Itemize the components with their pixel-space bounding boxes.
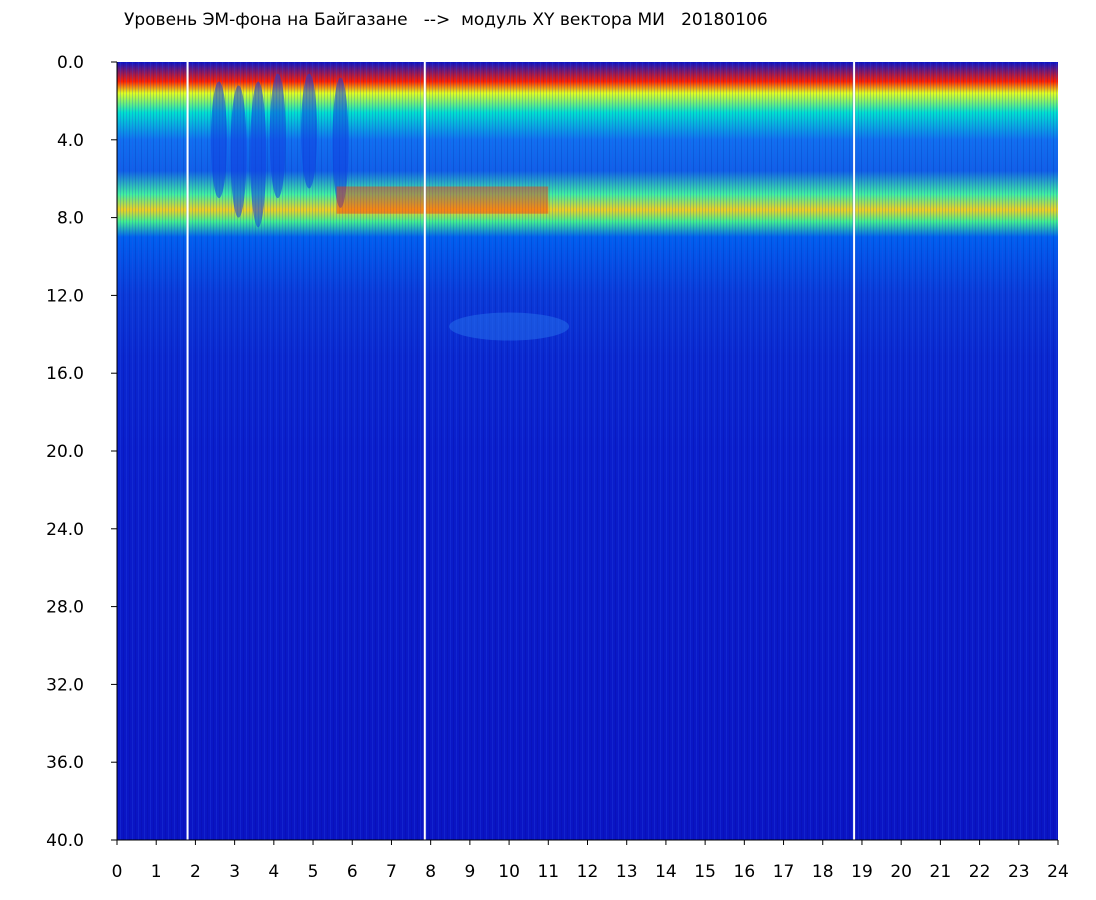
- diffuse-patch: [449, 312, 570, 341]
- data-gaps: [186, 62, 856, 840]
- y-tick-label: 8.0: [57, 209, 84, 229]
- x-tick-label: 0: [112, 862, 123, 882]
- x-tick-label: 19: [851, 862, 873, 882]
- y-tick-label: 12.0: [46, 286, 84, 306]
- x-tick-label: 22: [969, 862, 991, 882]
- high-intensity-region: [336, 186, 549, 214]
- x-tick-label: 2: [190, 862, 201, 882]
- chart-title: Уровень ЭМ-фона на Байгазане --> модуль …: [124, 10, 768, 30]
- x-tick-label: 3: [229, 862, 240, 882]
- x-tick-label: 4: [268, 862, 279, 882]
- x-tick-label: 16: [734, 862, 756, 882]
- y-axis: 0.0 4.0 8.0 12.0 16.0 20.0 24.0 28.0 32.0 36.0 40.…: [46, 53, 117, 851]
- burst-mark: [332, 77, 349, 208]
- x-tick-label: 11: [537, 862, 559, 882]
- burst-mark: [230, 85, 247, 218]
- x-tick-label: 8: [425, 862, 436, 882]
- x-tick-label: 13: [616, 862, 638, 882]
- burst-mark: [210, 81, 227, 199]
- x-tick-label: 9: [464, 862, 475, 882]
- y-tick-label: 28.0: [46, 598, 84, 618]
- y-tick-label: 36.0: [46, 753, 84, 773]
- x-tick-label: 14: [655, 862, 677, 882]
- y-tick-label: 40.0: [46, 831, 84, 851]
- y-tick-label: 0.0: [57, 53, 84, 73]
- x-tick-label: 12: [577, 862, 599, 882]
- x-tick-label: 1: [151, 862, 162, 882]
- y-tick-label: 32.0: [46, 675, 84, 695]
- x-axis: 0 1 2 3 4 5 6 7 8 9 10 11 12 13 14 15 16 17 18 19 20 21 22 23 24: [112, 840, 1069, 882]
- x-tick-label: 17: [773, 862, 795, 882]
- x-tick-label: 10: [498, 862, 520, 882]
- x-tick-label: 24: [1047, 862, 1069, 882]
- x-tick-label: 20: [890, 862, 912, 882]
- x-tick-label: 15: [694, 862, 716, 882]
- x-tick-label: 18: [812, 862, 834, 882]
- x-tick-label: 23: [1008, 862, 1030, 882]
- burst-mark: [269, 73, 286, 199]
- x-tick-label: 7: [386, 862, 397, 882]
- burst-mark: [250, 81, 267, 228]
- x-tick-label: 6: [347, 862, 358, 882]
- plot-area: [117, 62, 1058, 840]
- y-tick-label: 24.0: [46, 520, 84, 540]
- burst-mark: [301, 73, 318, 189]
- y-tick-label: 4.0: [57, 131, 84, 151]
- y-tick-label: 16.0: [46, 364, 84, 384]
- x-tick-label: 5: [308, 862, 319, 882]
- y-tick-label: 20.0: [46, 442, 84, 462]
- x-tick-label: 21: [930, 862, 952, 882]
- heatmap-texture: [117, 62, 1058, 840]
